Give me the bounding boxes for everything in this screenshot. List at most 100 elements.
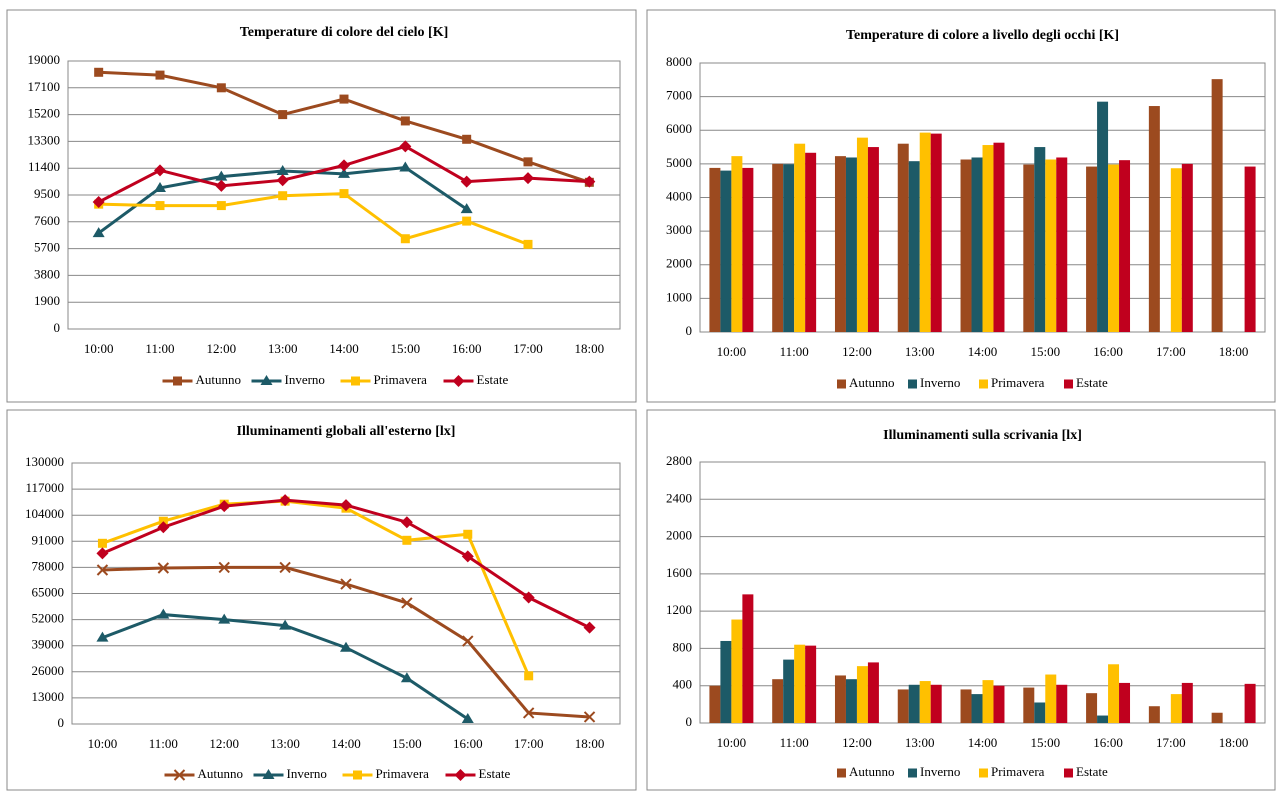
bar bbox=[867, 147, 879, 332]
y-tick-label: 7600 bbox=[34, 213, 60, 228]
bar bbox=[742, 594, 754, 723]
y-tick-label: 3000 bbox=[666, 222, 692, 237]
y-tick-label: 7000 bbox=[666, 88, 692, 103]
bar bbox=[783, 164, 795, 332]
legend-label: Estate bbox=[1076, 764, 1108, 779]
point bbox=[262, 769, 275, 779]
bar bbox=[794, 143, 806, 332]
bar bbox=[834, 675, 846, 723]
bar bbox=[845, 157, 857, 332]
plot-border bbox=[67, 60, 621, 330]
legend-swatch bbox=[1064, 768, 1073, 778]
legend-label: Inverno bbox=[287, 766, 327, 781]
y-tick-label: 13300 bbox=[28, 132, 61, 147]
bar bbox=[845, 679, 857, 723]
legend-swatch bbox=[908, 768, 917, 778]
point bbox=[215, 179, 228, 192]
bar bbox=[1097, 715, 1109, 723]
x-tick-label: 16:00 bbox=[452, 341, 482, 356]
x-tick-label: 12:00 bbox=[842, 344, 872, 359]
point bbox=[279, 494, 292, 507]
point bbox=[454, 769, 467, 781]
x-tick-label: 17:00 bbox=[514, 736, 544, 751]
point bbox=[339, 189, 349, 199]
bar bbox=[1108, 664, 1120, 723]
point bbox=[276, 174, 289, 187]
y-tick-label: 0 bbox=[686, 323, 693, 338]
point bbox=[522, 591, 535, 604]
point bbox=[462, 216, 472, 226]
bar bbox=[794, 644, 806, 723]
x-tick-label: 12:00 bbox=[207, 341, 237, 356]
x-tick-label: 11:00 bbox=[780, 735, 809, 750]
x-tick-label: 11:00 bbox=[780, 344, 809, 359]
bar bbox=[1211, 712, 1223, 723]
bar bbox=[1170, 694, 1182, 723]
bar bbox=[897, 689, 909, 723]
point bbox=[216, 83, 226, 93]
y-tick-label: 52000 bbox=[32, 611, 65, 626]
point bbox=[218, 613, 231, 624]
legend-label: Primavera bbox=[376, 766, 430, 781]
legend-swatch bbox=[908, 379, 917, 389]
point bbox=[94, 67, 104, 77]
bar bbox=[908, 161, 920, 332]
x-tick-label: 14:00 bbox=[968, 735, 998, 750]
point bbox=[218, 500, 231, 513]
bar bbox=[982, 145, 994, 332]
chart-panel bbox=[6, 9, 637, 403]
bar bbox=[783, 659, 795, 723]
y-tick-label: 104000 bbox=[25, 506, 64, 521]
point bbox=[157, 608, 170, 619]
bar bbox=[1148, 106, 1160, 332]
point bbox=[173, 769, 186, 781]
legend-label: Primavera bbox=[374, 372, 428, 387]
y-tick-label: 4000 bbox=[666, 188, 692, 203]
y-tick-label: 400 bbox=[673, 677, 693, 692]
bar bbox=[930, 684, 942, 723]
point bbox=[279, 561, 291, 574]
point bbox=[522, 707, 535, 719]
legend-label: Estate bbox=[477, 372, 509, 387]
point bbox=[460, 203, 473, 214]
legend-label: Inverno bbox=[285, 372, 325, 387]
point bbox=[452, 375, 465, 387]
x-tick-label: 10:00 bbox=[88, 736, 118, 751]
y-tick-label: 800 bbox=[673, 639, 693, 654]
bar bbox=[1034, 702, 1046, 723]
legend-label: Estate bbox=[479, 766, 511, 781]
x-tick-label: 10:00 bbox=[717, 344, 747, 359]
x-tick-label: 14:00 bbox=[331, 736, 361, 751]
bar bbox=[720, 640, 732, 723]
x-tick-label: 16:00 bbox=[1093, 344, 1123, 359]
point bbox=[460, 175, 473, 188]
y-tick-label: 13000 bbox=[32, 689, 65, 704]
y-tick-label: 9500 bbox=[34, 186, 60, 201]
bar bbox=[930, 133, 942, 332]
point bbox=[260, 375, 273, 385]
y-tick-label: 117000 bbox=[25, 480, 64, 495]
plot-border bbox=[71, 462, 621, 725]
bar bbox=[1119, 682, 1131, 723]
point bbox=[218, 561, 230, 574]
point bbox=[402, 535, 412, 545]
x-tick-label: 13:00 bbox=[270, 736, 300, 751]
x-tick-label: 15:00 bbox=[392, 736, 422, 751]
point bbox=[399, 140, 412, 153]
bar bbox=[709, 685, 721, 723]
point bbox=[157, 562, 170, 574]
point bbox=[97, 538, 107, 548]
x-tick-label: 13:00 bbox=[905, 735, 935, 750]
y-tick-label: 15200 bbox=[28, 106, 61, 121]
bar bbox=[867, 662, 879, 723]
point bbox=[400, 234, 410, 244]
chart-panel bbox=[6, 409, 637, 791]
point bbox=[463, 529, 473, 539]
legend-label: Autunno bbox=[198, 766, 244, 781]
point bbox=[340, 578, 352, 590]
x-tick-label: 13:00 bbox=[268, 341, 298, 356]
bar bbox=[1119, 160, 1131, 332]
x-tick-label: 17:00 bbox=[513, 341, 543, 356]
y-tick-label: 2400 bbox=[666, 490, 692, 505]
y-tick-label: 6000 bbox=[666, 121, 692, 136]
